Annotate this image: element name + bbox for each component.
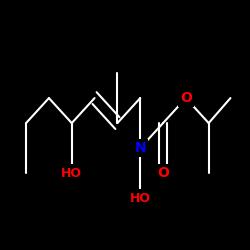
Text: O: O xyxy=(180,91,192,105)
Text: N: N xyxy=(134,141,146,155)
Text: O: O xyxy=(157,166,169,180)
Text: HO: HO xyxy=(130,192,151,204)
Text: HO: HO xyxy=(61,166,82,179)
